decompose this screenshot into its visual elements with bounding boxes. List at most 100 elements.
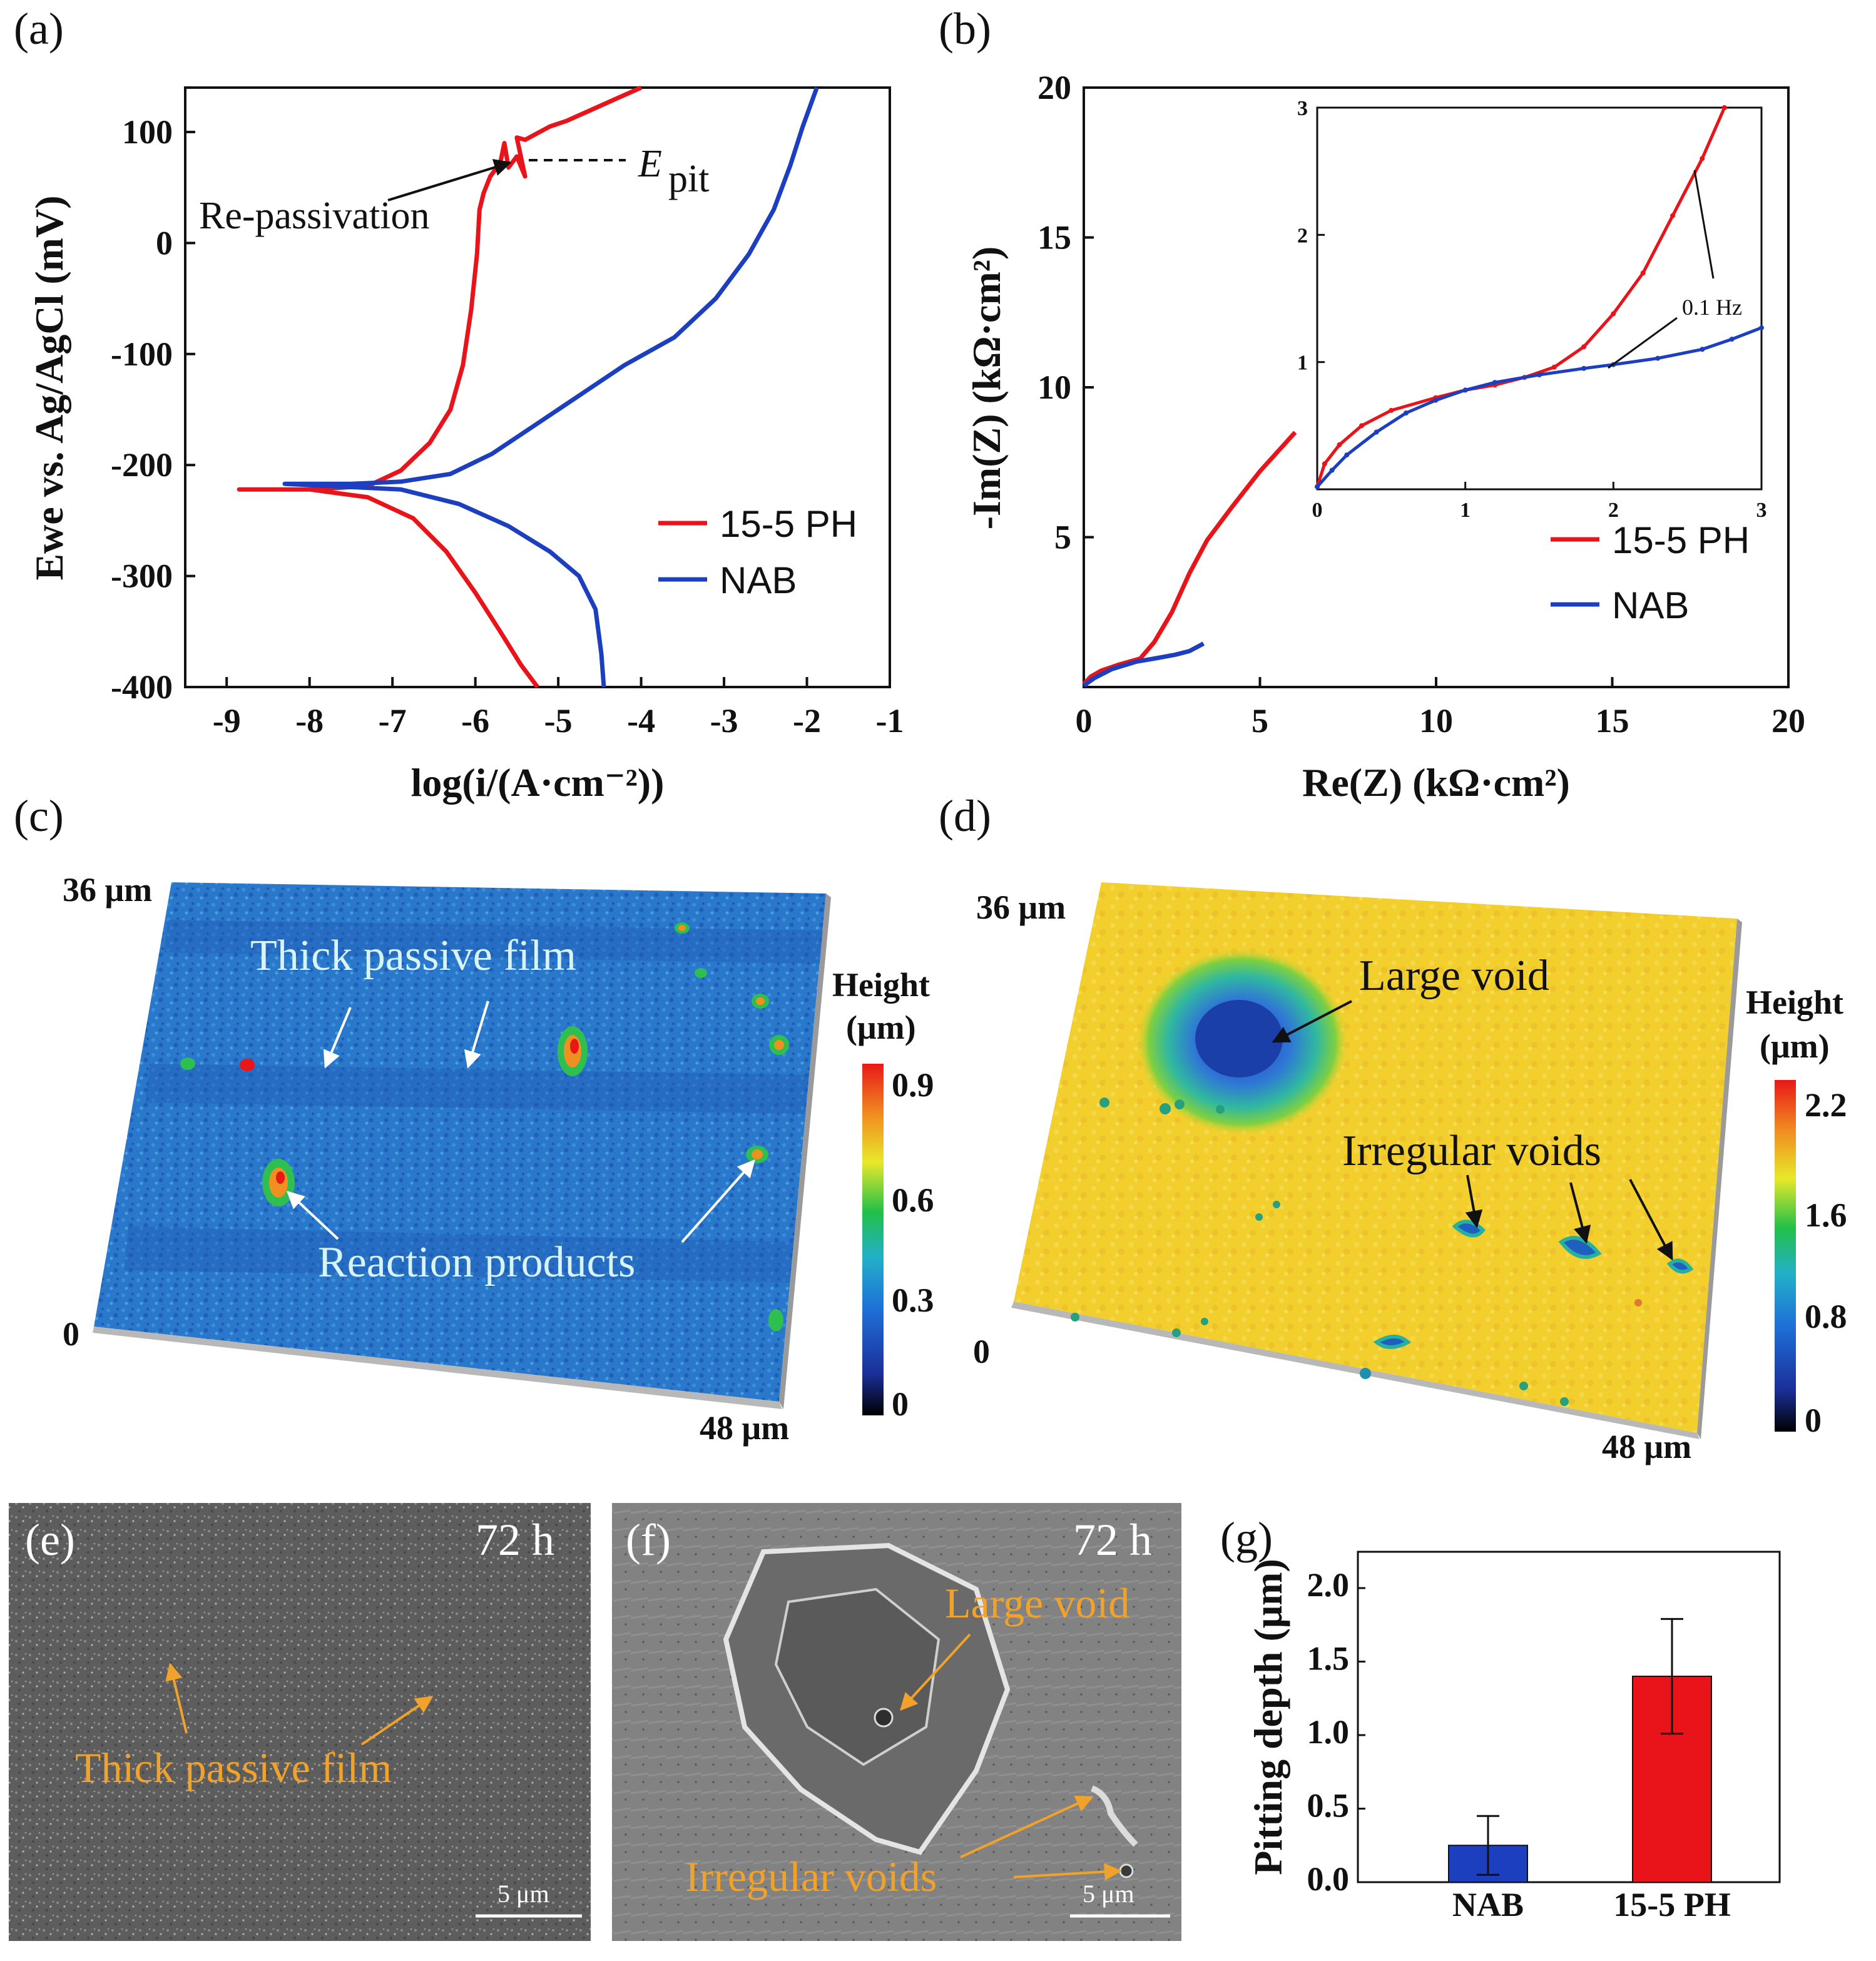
irregular-arrow-1: [1465, 1174, 1483, 1228]
x-tick-label-b: 10: [1419, 702, 1453, 740]
y-ticks-g: 0.0 0.5 1.0 1.5 2.0: [1307, 1566, 1365, 1898]
irregular-void-spots: [1071, 1098, 1694, 1406]
inset-x-tick-label: 3: [1756, 499, 1767, 522]
colorbar-d-tick: 0.8: [1805, 1298, 1847, 1335]
inset-data-point-nab: [1581, 365, 1586, 371]
inset-lines-b: [1315, 105, 1764, 489]
x-category-label-nab: NAB: [1452, 1886, 1524, 1923]
inset-data-point-nab: [1462, 387, 1468, 393]
x-tick-label-b: 0: [1076, 702, 1093, 740]
panel-e-sem: (e) 72 h Thick passive film 5 μm: [9, 1503, 591, 1941]
map-d-top-label: 36 μm: [976, 889, 1066, 926]
scale-label-f: 5 μm: [1083, 1880, 1134, 1908]
inset-frame-b: [1316, 106, 1763, 491]
x-tick-label-a: -4: [627, 702, 655, 740]
x-tick-label-a: -7: [379, 702, 407, 740]
y-tick-label-a: -400: [111, 668, 173, 706]
height-map-side-d: [1697, 919, 1742, 1439]
panel-c-height-map: (c) Thick passive film Reaction products: [14, 791, 934, 1447]
irregular-arrow-3: [1629, 1179, 1673, 1261]
inset-y-tick-label: 2: [1297, 224, 1308, 247]
colorbar-d-title: Height: [1746, 984, 1843, 1021]
inset-data-point-nab: [1759, 325, 1764, 330]
x-tick-label-a: -5: [544, 702, 573, 740]
x-category-label-155ph: 15-5 PH: [1613, 1886, 1730, 1923]
reaction-product-spots: [180, 922, 789, 1332]
panel-letter-b: (b): [939, 4, 991, 54]
map-c-right-label: 48 μm: [700, 1409, 789, 1447]
inset-data-point-nab: [1329, 467, 1335, 473]
legend-label-nab-b: NAB: [1612, 584, 1689, 626]
film-arrow-1: [323, 1007, 352, 1069]
inset-data-point-155ph: [1337, 442, 1342, 447]
colorbar-c-unit: (μm): [846, 1009, 916, 1046]
inset-data-point-155ph: [1322, 461, 1327, 467]
band-c: [145, 1064, 808, 1114]
y-tick-label-g: 0.0: [1307, 1860, 1350, 1898]
colorbar-c-tick: 0.6: [892, 1181, 934, 1219]
map-d-right-label: 48 μm: [1602, 1428, 1691, 1465]
panel-f-sem: (f) 72 h Large void Irregular voids 5 μm: [612, 1503, 1181, 1941]
x-axis-title-b: Re(Z) (kΩ·cm²): [1302, 760, 1570, 805]
plot-frame-g: [1357, 1551, 1781, 1883]
x-ticks-a: -9 -8 -7 -6 -5 -4 -3 -2 -1: [213, 677, 904, 740]
inset-data-point-nab: [1404, 410, 1409, 415]
x-tick-label-a: -1: [876, 702, 904, 740]
irregular-arrow-f-2: [1013, 1863, 1122, 1881]
y-tick-label-b: 20: [1037, 69, 1071, 106]
film-arrow-e-2: [360, 1696, 434, 1746]
y-tick-label-b: 10: [1037, 369, 1071, 406]
repassivation-label: Re-passivation: [199, 195, 430, 237]
x-axis-title-a: log(i/(A·cm⁻²)): [411, 760, 665, 805]
panel-a-polarization: (a) -9 -8 -7 -6 -5 -4 -3 -2 -1 100 0 -100 -200 -300 -…: [14, 4, 904, 805]
series-lines-a: [237, 85, 819, 689]
series-line-nab-a: [282, 86, 819, 688]
map-d-origin-label: 0: [973, 1333, 990, 1370]
x-tick-label-b: 5: [1252, 702, 1268, 740]
inset-data-point-nab: [1315, 484, 1320, 489]
bars-g: [1448, 1617, 1712, 1883]
colorbar-d: [1775, 1080, 1796, 1432]
x-tick-label-a: -2: [793, 702, 821, 740]
x-labels-g: NAB 15-5 PH: [1452, 1886, 1731, 1923]
panel-letter-g: (g): [1220, 1513, 1273, 1563]
y-ticks-a: 100 0 -100 -200 -300 -400: [111, 113, 195, 706]
y-tick-label-g: 1.5: [1307, 1640, 1350, 1678]
colorbar-d-tick: 2.2: [1805, 1086, 1847, 1124]
inset-data-point-nab: [1344, 452, 1350, 458]
irregular-voids-label-f: Irregular voids: [685, 1853, 937, 1900]
inset-data-point-155ph: [1640, 270, 1646, 276]
irregular-void-f: [1119, 1863, 1134, 1878]
inset-data-point-155ph: [1581, 344, 1586, 350]
inset-y-tick-label: 1: [1297, 352, 1308, 375]
height-map-edge-d: [1011, 1301, 1700, 1439]
legend-label-155ph-a: 15-5 PH: [720, 503, 857, 545]
inset-data-point-nab: [1655, 355, 1661, 361]
inset-data-point-155ph: [1670, 213, 1675, 218]
height-map-edge-c: [93, 1327, 782, 1409]
inset-data-point-155ph: [1389, 407, 1394, 413]
x-tick-label-a: -8: [295, 702, 324, 740]
thick-passive-film-label-e: Thick passive film: [75, 1744, 392, 1791]
inset-data-point-nab: [1374, 429, 1379, 435]
inset-x-tick-label: 0: [1312, 499, 1323, 522]
thick-passive-film-label-c: Thick passive film: [250, 932, 576, 980]
inset-data-point-nab: [1729, 337, 1735, 342]
inset-data-point-nab: [1700, 347, 1705, 352]
y-axis-title-b: -Im(Z) (kΩ·cm²): [964, 247, 1009, 530]
band-c: [124, 1226, 793, 1283]
inset-x-tick-label: 2: [1608, 499, 1619, 522]
band-c: [164, 920, 823, 964]
colorbar-c-tick: 0.9: [892, 1066, 934, 1104]
legend-label-nab-a: NAB: [720, 559, 797, 601]
y-tick-label-g: 0.5: [1307, 1787, 1350, 1825]
colorbar-c-title: Height: [832, 966, 930, 1004]
panel-letter-d: (d): [939, 791, 991, 841]
inset-data-point-155ph: [1721, 105, 1727, 110]
colorbar-d-tick: 1.6: [1805, 1196, 1847, 1234]
y-axis-title-g: Pitting depth (μm): [1246, 1559, 1290, 1875]
panel-d-height-map: (d) Large void Irregular voids: [939, 791, 1847, 1465]
panel-letter-f: (f): [626, 1515, 671, 1565]
series-line-155ph-b: [1082, 430, 1297, 686]
